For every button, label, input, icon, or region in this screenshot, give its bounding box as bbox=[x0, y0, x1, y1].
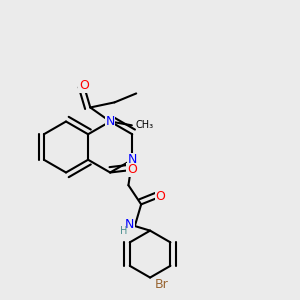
Text: H: H bbox=[120, 226, 127, 236]
Text: O: O bbox=[79, 79, 89, 92]
Text: N: N bbox=[128, 153, 137, 166]
Text: O: O bbox=[155, 190, 165, 203]
Text: CH₃: CH₃ bbox=[135, 120, 154, 130]
Text: O: O bbox=[127, 164, 137, 176]
Text: N: N bbox=[106, 115, 115, 128]
Text: N: N bbox=[125, 218, 134, 231]
Text: Br: Br bbox=[154, 278, 168, 291]
